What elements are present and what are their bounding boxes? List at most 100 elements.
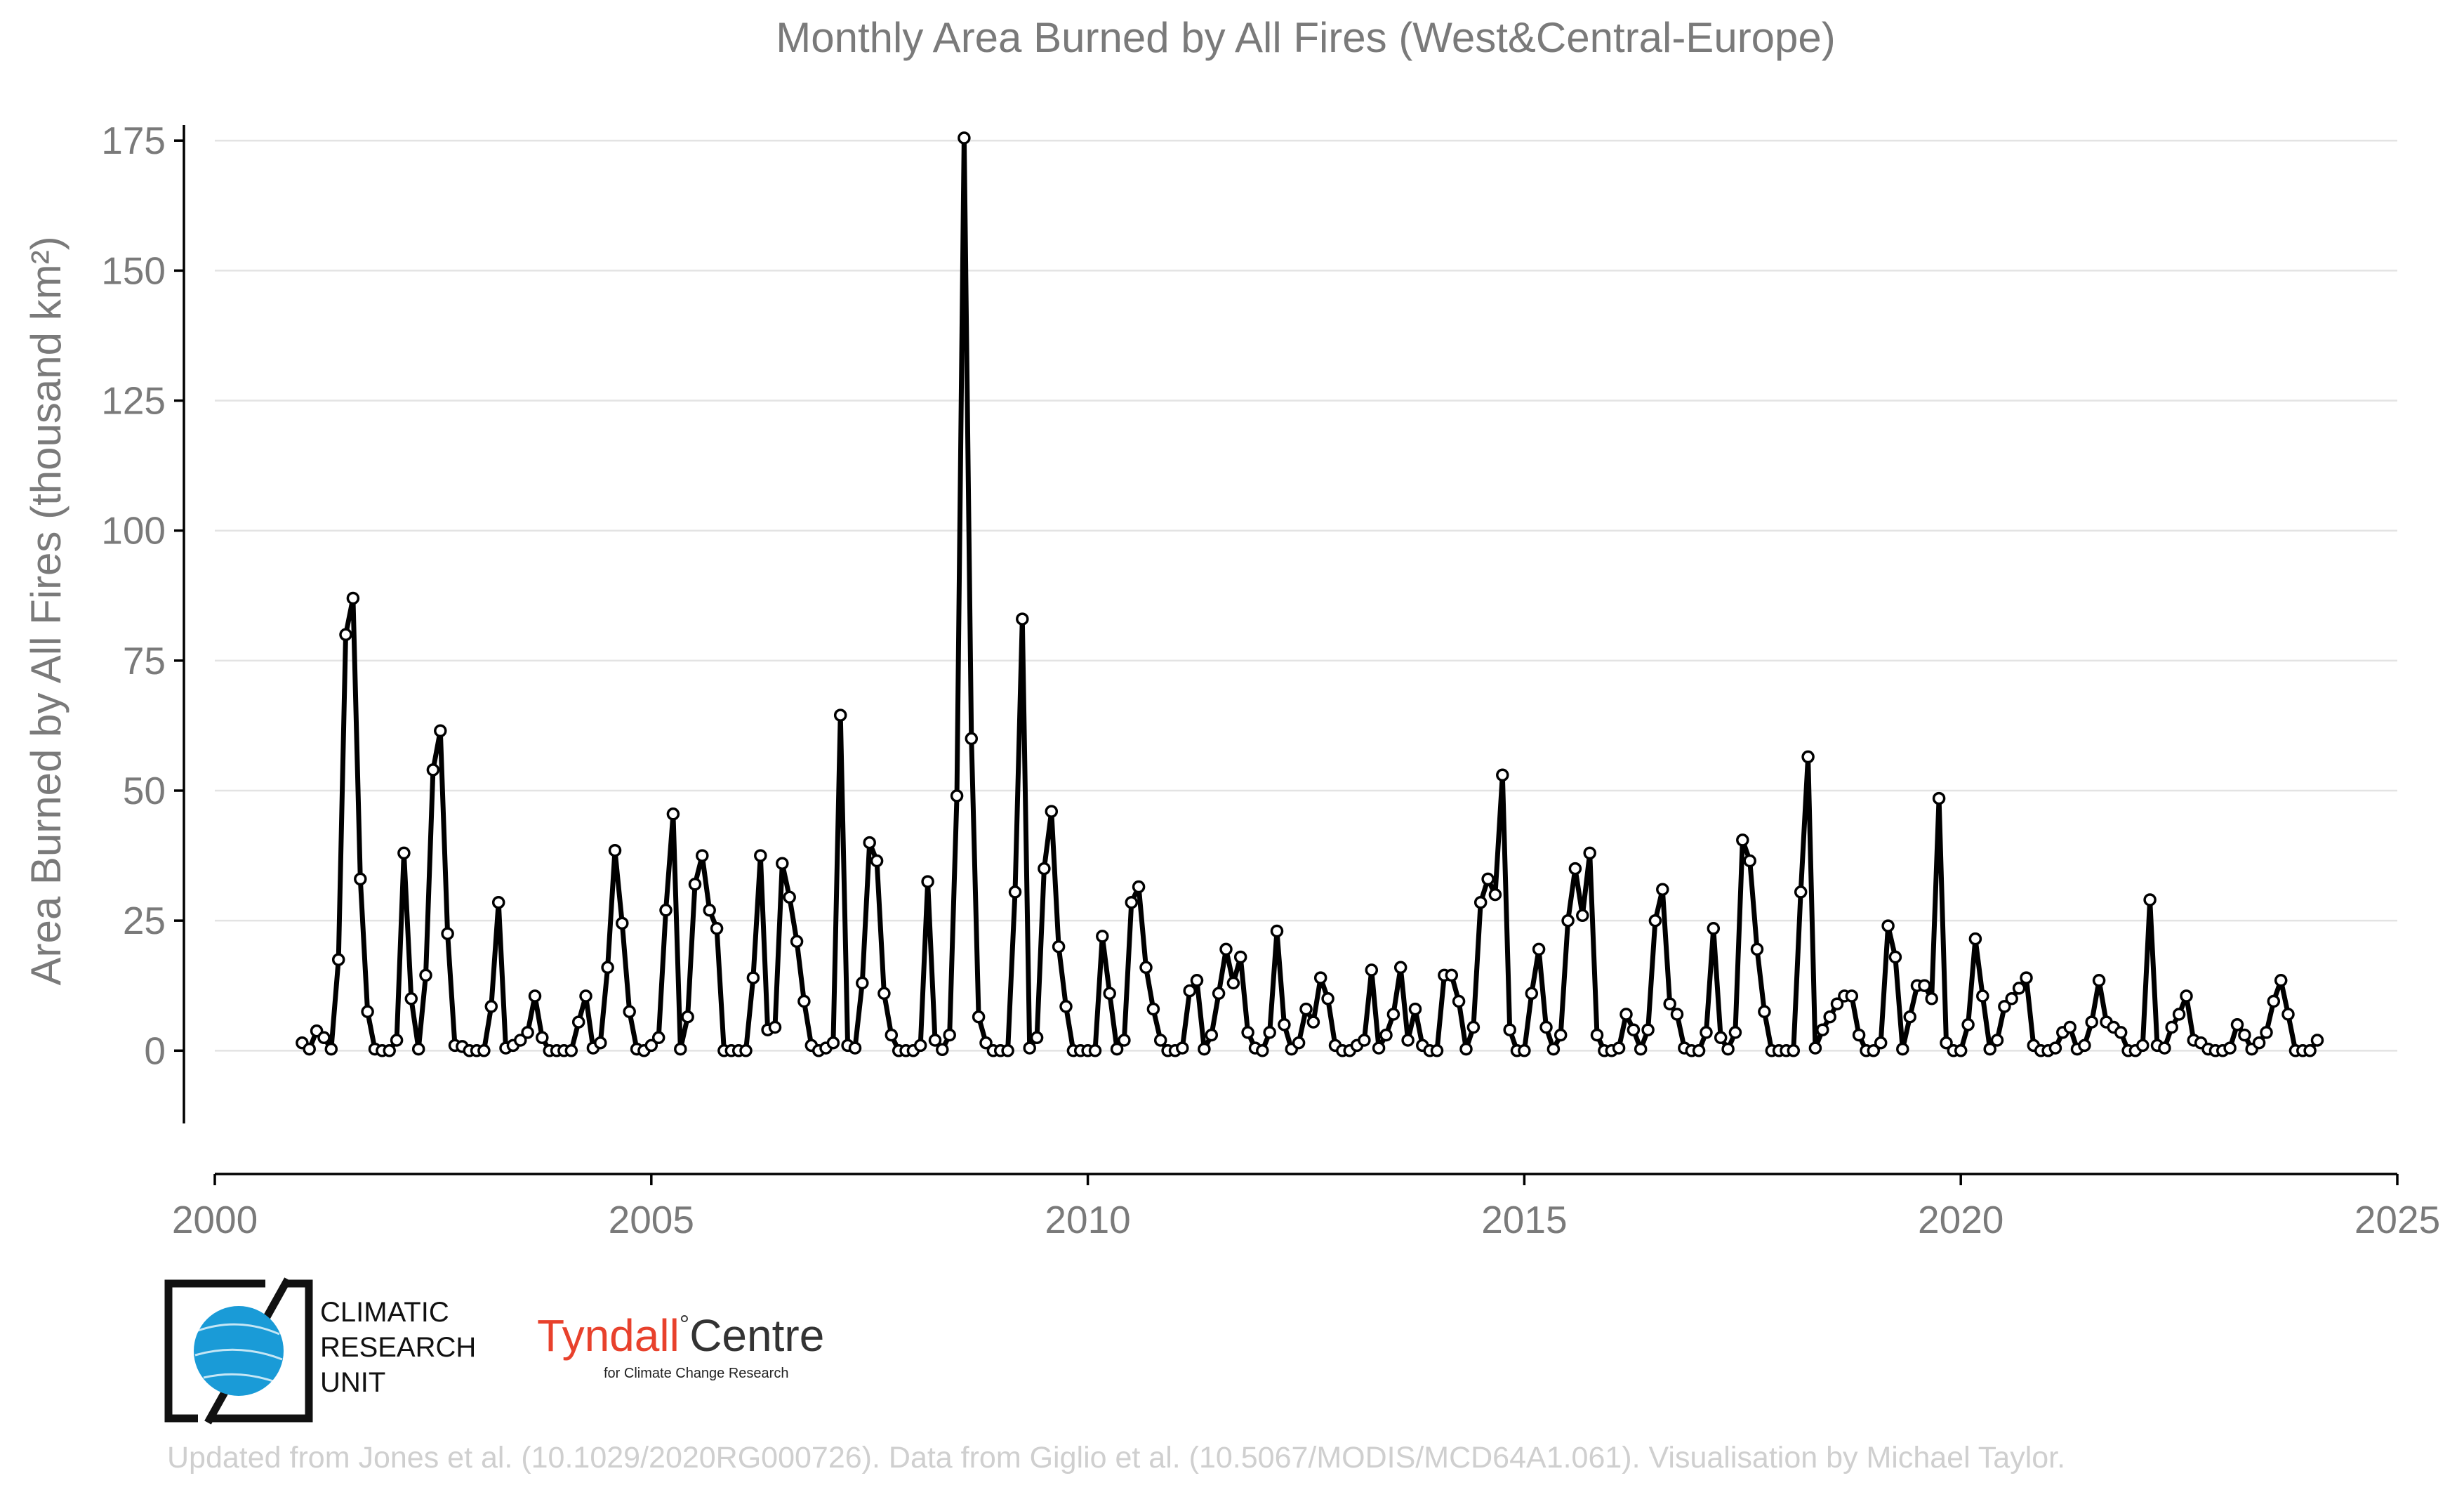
data-point xyxy=(1823,1010,1836,1024)
data-point xyxy=(1365,963,1379,977)
data-point xyxy=(1736,833,1749,847)
data-point xyxy=(710,922,724,935)
x-tick-label-2000: 2000 xyxy=(172,1198,258,1241)
data-point xyxy=(2012,982,2026,995)
data-point xyxy=(2165,1020,2178,1034)
data-point xyxy=(2085,1015,2098,1029)
grid xyxy=(215,139,2397,1052)
data-point xyxy=(1466,1020,1481,1034)
data-point xyxy=(339,628,352,642)
x-tick-label-2010: 2010 xyxy=(1045,1198,1130,1241)
data-point xyxy=(1648,914,1662,928)
x-tick-label-2005: 2005 xyxy=(609,1198,694,1241)
data-point xyxy=(1452,994,1466,1008)
data-point xyxy=(616,916,629,930)
data-point xyxy=(863,836,876,850)
data-point xyxy=(1153,1034,1167,1047)
data-point xyxy=(936,1043,949,1057)
data-point xyxy=(1845,989,1859,1003)
data-point xyxy=(797,994,811,1008)
data-point xyxy=(1408,1002,1422,1016)
data-point xyxy=(594,1036,607,1050)
tyndall-logo: Tyndall°Centre for Climate Change Resear… xyxy=(537,1310,824,1381)
credit-line: Updated from Jones et al. (10.1029/2020R… xyxy=(167,1441,2065,1475)
data-point xyxy=(383,1044,396,1057)
data-point xyxy=(1714,1031,1728,1045)
cru-name-line2: RESEARCH xyxy=(320,1332,476,1363)
data-point xyxy=(2260,1026,2273,1039)
data-point xyxy=(1023,1041,1036,1055)
data-point xyxy=(1918,979,1931,992)
data-point xyxy=(674,1042,687,1056)
data-point xyxy=(1393,961,1407,975)
data-point xyxy=(681,1010,694,1024)
data-point xyxy=(1925,992,1938,1005)
data-point xyxy=(768,1020,782,1034)
y-tick-label-175: 175 xyxy=(101,119,166,162)
data-point xyxy=(958,131,971,145)
data-point xyxy=(623,1005,636,1019)
data-point xyxy=(1539,1020,1553,1034)
data-point xyxy=(2223,1041,2237,1055)
data-point xyxy=(1750,942,1764,956)
data-point xyxy=(528,989,542,1003)
data-point xyxy=(2172,1008,2186,1021)
data-point xyxy=(1139,961,1153,975)
data-point xyxy=(1038,862,1051,876)
data-point xyxy=(696,849,709,862)
data-point xyxy=(659,904,673,917)
tyndall-name: Tyndall xyxy=(537,1310,680,1361)
data-point xyxy=(1896,1042,1909,1056)
data-point xyxy=(1459,1042,1473,1056)
y-axis-label: Area Burned by All Fires (thousand km²) xyxy=(22,236,69,985)
data-point xyxy=(1358,1034,1371,1047)
data-point xyxy=(1852,1028,1866,1042)
data-point xyxy=(1473,895,1488,909)
tyndall-centre: Centre xyxy=(689,1310,824,1361)
data-point xyxy=(434,724,447,738)
data-point xyxy=(1961,1018,1975,1031)
data-point xyxy=(921,875,934,888)
data-point xyxy=(1932,791,1946,805)
data-point xyxy=(1700,1026,1713,1039)
series-line xyxy=(300,136,2319,1053)
data-point xyxy=(404,992,418,1005)
data-point xyxy=(1233,950,1247,964)
data-point xyxy=(1118,1034,1131,1047)
data-point xyxy=(1146,1002,1160,1016)
data-point xyxy=(783,890,796,904)
data-point xyxy=(2238,1028,2251,1042)
data-point xyxy=(1103,987,1116,1001)
data-point xyxy=(2281,1008,2295,1021)
data-point xyxy=(390,1034,404,1047)
data-point xyxy=(1059,1000,1073,1013)
data-point xyxy=(601,961,614,975)
data-point xyxy=(1190,974,1204,987)
data-point xyxy=(1445,968,1459,982)
data-point xyxy=(514,1034,527,1047)
data-point xyxy=(950,789,964,803)
data-point xyxy=(1998,1000,2011,1013)
cru-logo: CLIMATIC RESEARCH UNIT xyxy=(164,1277,476,1425)
data-point xyxy=(2303,1044,2317,1057)
data-point xyxy=(2230,1018,2244,1031)
data-point xyxy=(2274,974,2288,987)
data-point xyxy=(746,971,760,984)
data-point xyxy=(324,1042,338,1056)
data-point xyxy=(1794,885,1808,899)
data-point xyxy=(1321,992,1334,1005)
y-tick-label-125: 125 xyxy=(101,379,166,423)
data-point xyxy=(1881,919,1895,932)
data-point xyxy=(1830,997,1844,1010)
data-point xyxy=(1226,976,1240,990)
chart-title: Monthly Area Burned by All Fires (West&C… xyxy=(776,14,1836,61)
x-tick-marks xyxy=(213,1174,2399,1185)
data-point xyxy=(1787,1044,1801,1057)
data-point xyxy=(1481,872,1495,886)
y-tick-label-50: 50 xyxy=(123,769,166,812)
data-point xyxy=(1561,914,1575,928)
data-point xyxy=(441,927,454,940)
data-point xyxy=(913,1038,927,1053)
data-point xyxy=(826,1036,840,1050)
